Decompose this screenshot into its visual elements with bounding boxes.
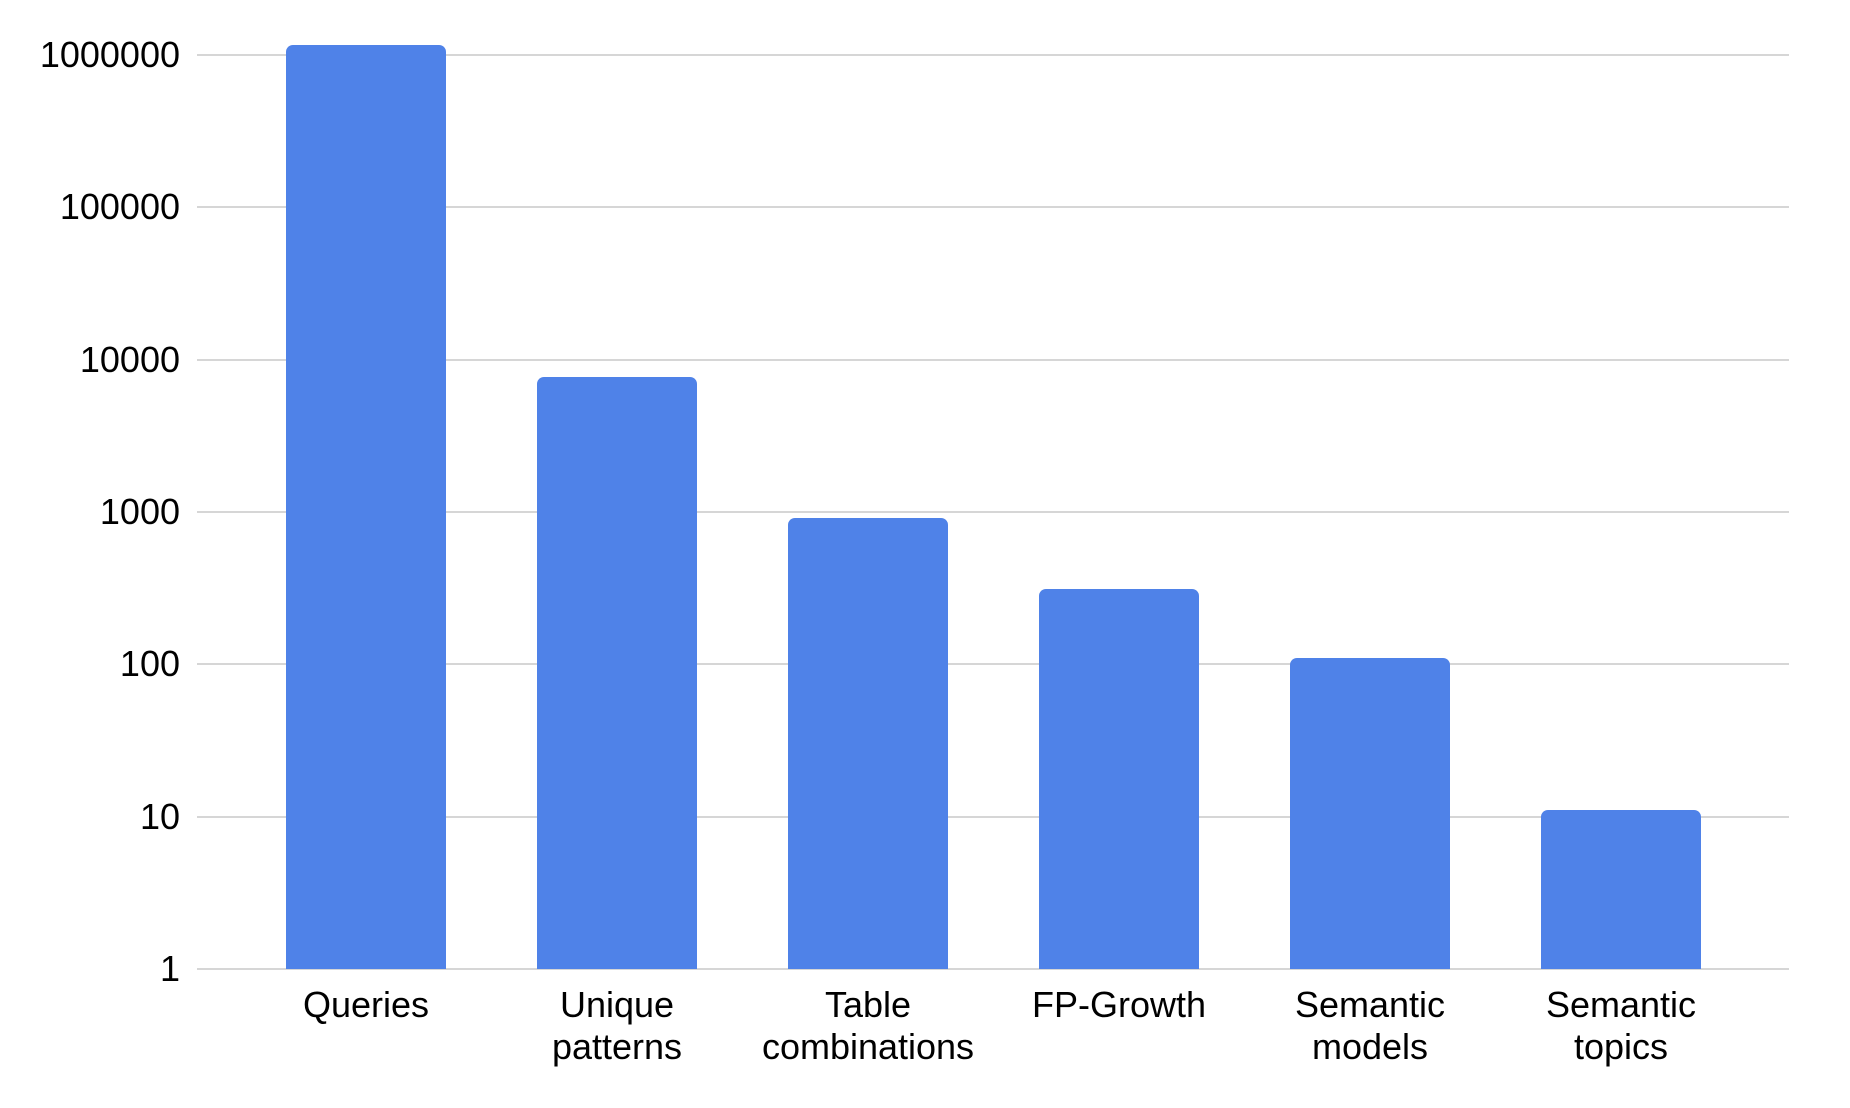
gridline-100000 <box>197 206 1789 209</box>
gridline-1000 <box>197 511 1789 513</box>
category-label-line: combinations <box>761 1026 975 1067</box>
gridline-1 <box>197 968 1789 970</box>
category-label-line: Table <box>824 984 912 1025</box>
bar-fp-growth <box>1039 589 1199 969</box>
bar-queries <box>286 44 446 969</box>
gridline-10 <box>197 815 1789 818</box>
gridline-10000 <box>197 358 1789 361</box>
y-tick-label: 10000 <box>79 338 180 380</box>
category-label: Semantic topics <box>1476 984 1766 1068</box>
category-label-line: patterns <box>551 1026 683 1067</box>
category-label-line: Semantic <box>1294 984 1446 1025</box>
y-tick-label: 1 <box>159 948 180 989</box>
y-tick-label: 1000 <box>99 491 180 532</box>
y-tick-label: 10 <box>139 795 180 837</box>
bar-semantic-models <box>1290 658 1450 969</box>
category-label-line: Queries <box>302 984 430 1025</box>
bar-semantic-topics <box>1541 810 1701 969</box>
bar-unique-patterns <box>537 376 697 969</box>
y-tick-label: 1000000 <box>39 34 180 76</box>
category-label-line: Semantic <box>1545 984 1697 1025</box>
category-label-line: models <box>1311 1026 1429 1067</box>
category-label: FP-Growth <box>974 984 1264 1026</box>
category-label-line: FP-Growth <box>1031 984 1207 1025</box>
category-label-line: topics <box>1573 1026 1669 1067</box>
y-tick-label: 100 <box>119 643 180 685</box>
category-label: Table combinations <box>723 984 1013 1068</box>
category-label: Queries <box>221 984 511 1026</box>
y-tick-label: 100000 <box>59 186 180 228</box>
category-label-line: Unique <box>559 984 675 1025</box>
bar-table-combinations <box>788 517 948 969</box>
category-label: Unique patterns <box>472 984 762 1068</box>
category-label: Semantic models <box>1225 984 1515 1068</box>
gridline-1000000 <box>197 54 1789 57</box>
gridline-100 <box>197 663 1789 666</box>
